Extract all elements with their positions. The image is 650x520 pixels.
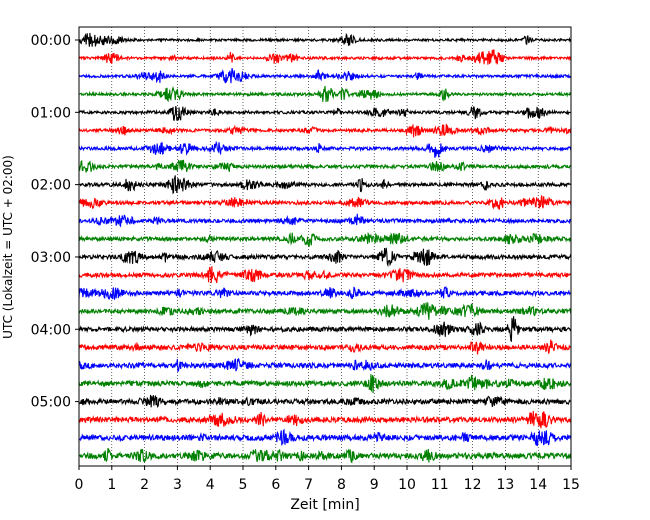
trace-line xyxy=(78,428,572,447)
trace-line xyxy=(78,140,572,158)
x-tick-label: 0 xyxy=(75,477,84,493)
trace-line xyxy=(78,32,572,47)
x-tick-label: 4 xyxy=(206,477,215,493)
trace-line xyxy=(78,67,572,84)
y-axis-ticks: 00:00 01:00 02:00 03:00 04:00 05:00 xyxy=(31,33,79,411)
trace-line xyxy=(78,266,572,284)
x-tick-label: 1 xyxy=(107,477,116,493)
x-tick-label: 5 xyxy=(239,477,248,493)
trace-line xyxy=(78,231,572,248)
x-tick-label: 6 xyxy=(271,477,280,493)
x-tick-label: 11 xyxy=(431,477,449,493)
x-axis-label: Zeit [min] xyxy=(290,497,359,513)
trace-line xyxy=(78,374,572,393)
seismic-traces xyxy=(78,32,572,464)
x-tick-label: 8 xyxy=(337,477,346,493)
trace-line xyxy=(78,316,572,342)
trace-line xyxy=(78,394,572,408)
y-tick-label: 03:00 xyxy=(31,250,71,266)
x-tick-label: 12 xyxy=(464,477,482,493)
x-tick-label: 14 xyxy=(529,477,547,493)
plot-frame xyxy=(78,26,572,467)
x-tick-label: 9 xyxy=(370,477,379,493)
y-tick-label: 04:00 xyxy=(31,322,71,338)
trace-line xyxy=(78,302,572,320)
trace-line xyxy=(78,213,572,228)
trace-line xyxy=(78,175,572,195)
y-tick-label: 02:00 xyxy=(31,178,71,194)
x-axis-ticks: 0 1 2 3 4 5 6 7 8 9 10 11 12 13 14 15 xyxy=(75,466,580,493)
trace-line xyxy=(78,358,572,373)
plot-background xyxy=(79,27,571,466)
trace-line xyxy=(78,159,572,173)
trace-line xyxy=(78,247,572,268)
x-tick-label: 13 xyxy=(496,477,514,493)
x-tick-label: 7 xyxy=(304,477,313,493)
x-tick-label: 15 xyxy=(562,477,580,493)
trace-line xyxy=(78,49,572,65)
trace-line xyxy=(78,85,572,103)
y-tick-label: 05:00 xyxy=(31,395,71,411)
trace-line xyxy=(78,123,572,138)
y-tick-label: 00:00 xyxy=(31,33,71,49)
x-tick-label: 10 xyxy=(398,477,416,493)
y-tick-label: 01:00 xyxy=(31,105,71,121)
x-tick-label: 2 xyxy=(140,477,149,493)
trace-line xyxy=(78,339,572,355)
trace-line xyxy=(78,447,572,464)
y-axis-label: UTC (Lokalzeit = UTC + 02:00) xyxy=(1,155,15,339)
trace-line xyxy=(78,195,572,210)
trace-line xyxy=(78,286,572,301)
trace-line xyxy=(78,410,572,429)
trace-line xyxy=(78,106,572,121)
x-tick-label: 3 xyxy=(173,477,182,493)
